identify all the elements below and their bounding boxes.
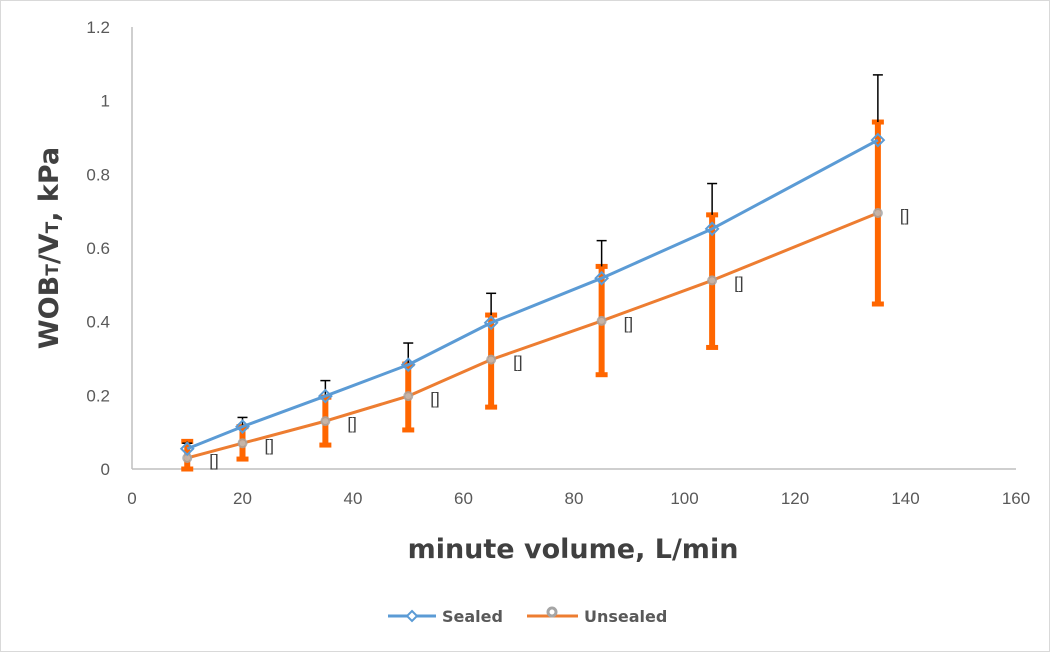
legend-item-unsealed[interactable]: Unsealed: [527, 606, 667, 626]
unsealed-line: [186, 211, 879, 460]
unsealed-marker: [486, 354, 497, 365]
diamond-marker-icon: [405, 609, 419, 623]
y-tick-labels: 0 0.2 0.4 0.6 0.8 1 1.2: [86, 18, 110, 479]
legend-label-sealed: Sealed: [442, 607, 503, 626]
y-tick-label: 0.2: [86, 386, 110, 405]
unsealed-data-label: []: [734, 273, 743, 292]
legend-item-sealed[interactable]: Sealed: [388, 607, 503, 626]
y-axis-title-tail: , kPa: [34, 147, 65, 222]
y-tick-label: 1.2: [86, 18, 110, 37]
y-tick-label: 0.8: [86, 165, 110, 184]
unsealed-data-label: []: [900, 206, 909, 225]
unsealed-marker: [237, 438, 248, 449]
y-tick-label: 1: [101, 92, 110, 111]
data-labels: [] [] [] [] [] [] [] []: [209, 206, 909, 470]
sealed-marker: [483, 315, 499, 331]
sealed-error-bars: [182, 74, 883, 444]
y-tick-label: 0: [101, 460, 110, 479]
sealed-line: [186, 138, 879, 451]
sealed-marker: [704, 221, 720, 237]
sealed-marker: [400, 357, 416, 373]
x-tick-label: 120: [781, 489, 809, 508]
x-tick-label: 140: [891, 489, 919, 508]
sealed-marker: [317, 388, 333, 404]
x-tick-labels: 0 20 40 60 80 100 120 140 160: [127, 489, 1030, 508]
sealed-marker: [594, 270, 610, 286]
y-tick-label: 0.6: [86, 239, 110, 258]
x-axis-title: minute volume, L/min: [408, 534, 739, 565]
y-axis-title-mid: /V: [34, 233, 65, 264]
y-axis-title-sub2: T: [43, 221, 63, 233]
x-tick-label: 60: [454, 489, 473, 508]
legend: Sealed Unsealed: [388, 606, 667, 626]
unsealed-data-label: []: [624, 314, 633, 333]
sealed-marker: [179, 441, 195, 457]
sealed-marker: [870, 132, 886, 148]
y-axis-title: WOBT/VT, kPa: [34, 147, 65, 349]
x-tick-label: 100: [670, 489, 698, 508]
x-tick-label: 80: [565, 489, 584, 508]
unsealed-data-label: []: [347, 414, 356, 433]
unsealed-marker: [707, 275, 718, 286]
sealed-marker: [235, 419, 250, 435]
unsealed-data-label: []: [209, 451, 218, 470]
unsealed-error-bars: [181, 119, 884, 472]
y-axis-title-main: WOB: [34, 276, 65, 349]
x-tick-label: 40: [344, 489, 363, 508]
x-tick-label: 0: [127, 489, 136, 508]
unsealed-data-label: []: [513, 353, 522, 372]
circle-marker-icon: [546, 606, 558, 618]
x-tick-label: 20: [233, 489, 252, 508]
unsealed-data-label: []: [430, 389, 439, 408]
series-markers: [179, 132, 886, 463]
x-tick-label: 160: [1002, 489, 1030, 508]
unsealed-marker: [403, 391, 414, 402]
y-axis-title-sub1: T: [43, 264, 63, 276]
legend-label-unsealed: Unsealed: [584, 607, 667, 626]
axes: [131, 27, 1016, 470]
unsealed-marker: [872, 208, 883, 219]
unsealed-marker: [596, 315, 607, 326]
unsealed-data-label: []: [265, 436, 274, 455]
series-lines: [186, 138, 879, 460]
unsealed-marker: [320, 416, 331, 427]
y-tick-label: 0.4: [86, 313, 110, 332]
